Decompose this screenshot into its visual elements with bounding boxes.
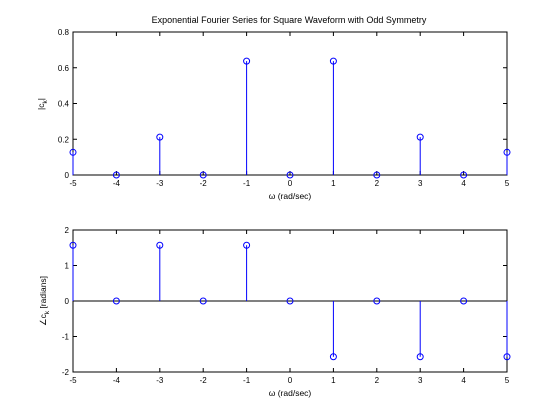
magnitude-y-tick-label: 0.2: [58, 135, 70, 144]
magnitude-x-tick-label: -2: [200, 179, 208, 188]
magnitude-x-tick-label: -3: [156, 179, 164, 188]
magnitude-stem-marker: [460, 171, 468, 179]
magnitude-x-tick-label: -5: [69, 179, 77, 188]
phase-plot: -5 -4 -3 -2 -1 0 1 2 3 4 5 -2 -1 0 1 2 ω (rad/sec) ∠ck…: [38, 226, 511, 398]
magnitude-y-label-end: |: [36, 98, 46, 100]
phase-x-tick-label: -3: [156, 376, 164, 385]
magnitude-stem-marker: [199, 171, 207, 179]
phase-x-axis-label: ω (rad/sec): [269, 388, 312, 398]
phase-stem-marker: [199, 297, 207, 305]
magnitude-y-tick-label: 0: [65, 171, 70, 180]
phase-y-tick-labels: -2 -1 0 1 2: [62, 226, 70, 377]
phase-y-axis-label: ∠ck [radians]: [38, 276, 51, 326]
magnitude-stem-marker: [286, 171, 294, 179]
phase-x-tick-labels: -5 -4 -3 -2 -1 0 1 2 3 4 5: [69, 376, 509, 385]
magnitude-y-tick-label: 0.6: [58, 64, 70, 73]
magnitude-x-tick-label: 4: [461, 179, 466, 188]
magnitude-x-tick-label: 2: [375, 179, 380, 188]
magnitude-stem-marker: [156, 133, 164, 141]
phase-x-tick-label: -5: [69, 376, 77, 385]
phase-y-label-subscript: k: [44, 310, 51, 314]
phase-stem-marker: [416, 353, 424, 361]
phase-stem-marker: [243, 241, 251, 249]
magnitude-x-tick-label: 5: [505, 179, 510, 188]
phase-stem-marker: [69, 241, 77, 249]
magnitude-plot: Exponential Fourier Series for Square Wa…: [36, 15, 511, 201]
phase-y-tick-label: 2: [65, 226, 70, 235]
magnitude-x-tick-label: 0: [288, 179, 293, 188]
magnitude-x-axis-label: ω (rad/sec): [269, 191, 312, 201]
phase-x-tick-label: 5: [505, 376, 510, 385]
magnitude-y-tick-labels: 0 0.2 0.4 0.6 0.8: [58, 28, 70, 180]
phase-y-label-main: ∠c: [38, 313, 48, 326]
magnitude-stem-marker: [503, 148, 511, 156]
phase-y-tick-label: 1: [65, 262, 70, 271]
magnitude-x-tick-label: 1: [331, 179, 336, 188]
phase-x-tick-label: 2: [375, 376, 380, 385]
magnitude-y-axis-label: |ck|: [36, 98, 49, 110]
magnitude-stem-marker: [243, 57, 251, 65]
phase-y-label-end: [radians]: [38, 276, 48, 311]
magnitude-ticks: [72, 31, 508, 176]
magnitude-stem-marker: [69, 148, 77, 156]
phase-stem-marker: [112, 297, 120, 305]
phase-x-tick-label: 3: [418, 376, 423, 385]
phase-x-tick-label: -2: [200, 376, 208, 385]
magnitude-stems: [69, 57, 511, 179]
magnitude-y-tick-label: 0.4: [58, 100, 70, 109]
magnitude-y-tick-label: 0.8: [58, 28, 70, 37]
phase-stem-marker: [329, 353, 337, 361]
magnitude-y-label-subscript: k: [42, 100, 49, 104]
phase-y-tick-label: -2: [62, 368, 70, 377]
phase-stem-marker: [460, 297, 468, 305]
phase-stems: [69, 241, 511, 361]
magnitude-stem-marker: [373, 171, 381, 179]
phase-x-tick-label: -4: [113, 376, 121, 385]
chart-title: Exponential Fourier Series for Square Wa…: [152, 15, 427, 25]
phase-y-tick-label: -1: [62, 333, 70, 342]
magnitude-stem-marker: [112, 171, 120, 179]
phase-x-tick-label: 1: [331, 376, 336, 385]
magnitude-stem-marker: [329, 57, 337, 65]
magnitude-y-label-main: |c: [36, 103, 46, 110]
phase-stem-marker: [286, 297, 294, 305]
phase-x-tick-label: 0: [288, 376, 293, 385]
magnitude-x-tick-label: -1: [243, 179, 251, 188]
phase-stem-marker: [373, 297, 381, 305]
phase-stem-marker: [503, 353, 511, 361]
magnitude-x-tick-labels: -5 -4 -3 -2 -1 0 1 2 3 4 5: [69, 179, 509, 188]
phase-y-tick-label: 0: [65, 297, 70, 306]
magnitude-x-tick-label: -4: [113, 179, 121, 188]
phase-x-tick-label: -1: [243, 376, 251, 385]
phase-stem-marker: [156, 241, 164, 249]
magnitude-axes-frame: [72, 31, 508, 176]
magnitude-stem-marker: [416, 133, 424, 141]
phase-x-tick-label: 4: [461, 376, 466, 385]
magnitude-x-tick-label: 3: [418, 179, 423, 188]
